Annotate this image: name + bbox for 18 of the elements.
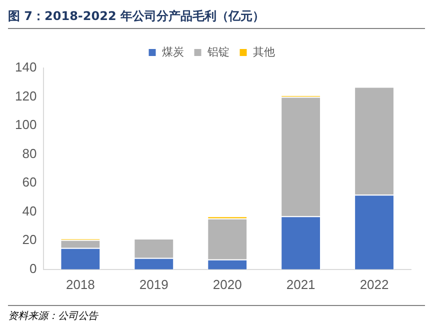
y-tick-label: 140 — [14, 60, 37, 75]
y-tick-label: 0 — [29, 260, 37, 276]
x-tick-label: 2022 — [360, 276, 389, 292]
y-tick-label: 40 — [22, 203, 37, 218]
x-tick-label: 2019 — [139, 276, 168, 292]
y-tick-label: 80 — [22, 146, 37, 161]
x-tick-label: 2021 — [286, 276, 316, 292]
x-tick-label: 2020 — [212, 276, 242, 292]
y-tick-label: 120 — [14, 88, 37, 104]
y-tick-label: 20 — [22, 232, 37, 248]
y-tick-label: 60 — [22, 174, 37, 190]
legend-label: 煤炭 — [162, 45, 184, 58]
text: 资料来源：公司公告 — [8, 311, 98, 322]
legend-label: 铝锭 — [206, 45, 230, 58]
x-tick-label: 2018 — [66, 276, 95, 292]
chart-title: 图 7：2018-2022 年公司分产品毛利（亿元） — [8, 8, 425, 29]
y-tick-label: 100 — [14, 117, 37, 132]
legend-label: 其他 — [252, 45, 275, 58]
